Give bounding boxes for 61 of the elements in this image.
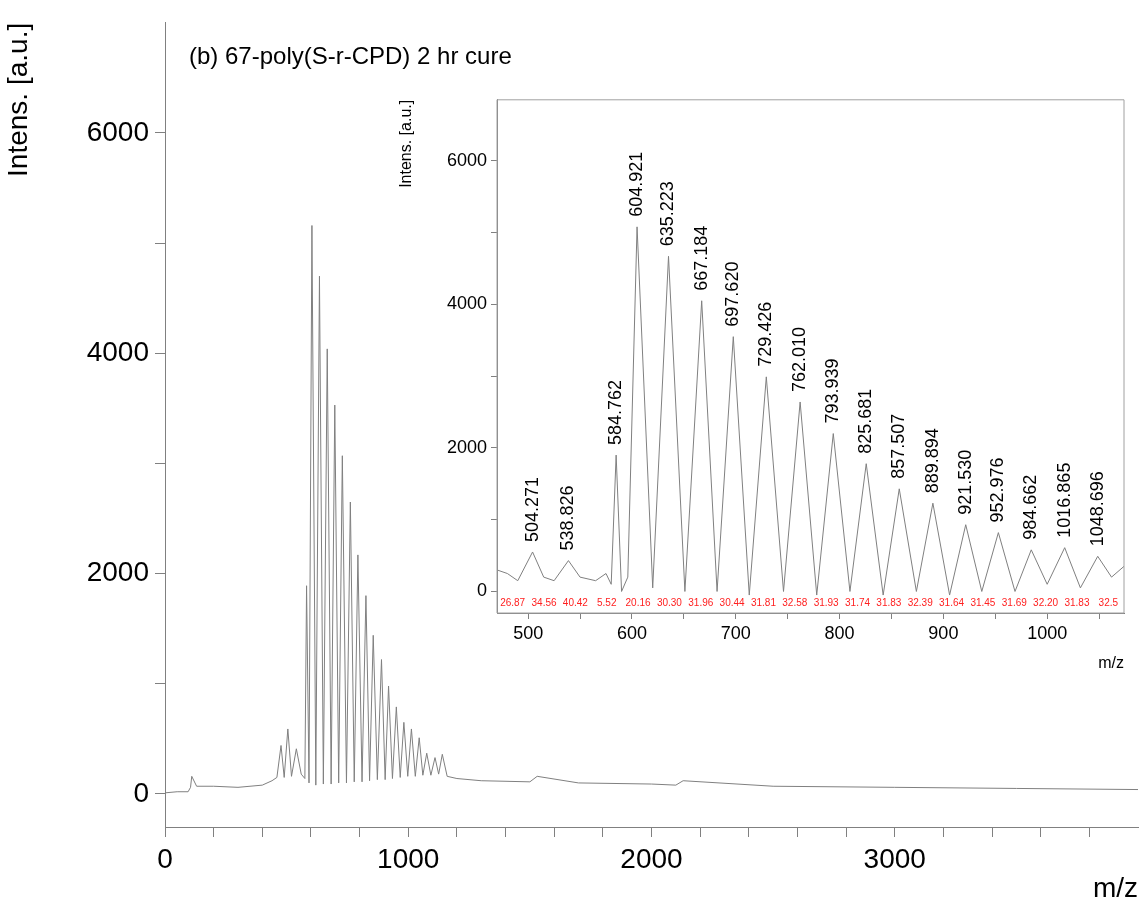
annotation: 31.45 — [970, 596, 996, 608]
annotation: 604.921 — [626, 151, 647, 217]
annotation: 31.83 — [1064, 596, 1090, 608]
annotation: 31.81 — [750, 596, 777, 608]
annotation: 32.39 — [907, 596, 934, 608]
x-tick-label: 600 — [616, 622, 647, 643]
annotation: 32.20 — [1033, 596, 1059, 608]
annotation: 921.530 — [954, 449, 975, 515]
annotation: 984.662 — [1020, 474, 1041, 540]
x-tick-label: 1000 — [377, 842, 440, 874]
y-tick-label: 2000 — [86, 556, 149, 588]
annotation: 635.223 — [657, 181, 678, 247]
y-tick-label: 4000 — [446, 293, 487, 314]
y-tick-label: 6000 — [86, 115, 149, 147]
annotation: 31.93 — [813, 596, 840, 608]
x-tick-label: 800 — [824, 622, 855, 643]
annotation: 5.52 — [596, 596, 617, 608]
y-tick-label: 6000 — [446, 149, 487, 170]
y-tick-label: 4000 — [86, 336, 149, 368]
annotation: 34.56 — [531, 596, 557, 608]
annotation: 889.894 — [921, 428, 942, 494]
annotation: 538.826 — [557, 485, 578, 551]
annotation: 825.681 — [855, 388, 876, 454]
annotation: 32.58 — [782, 596, 808, 608]
annotation: 31.74 — [845, 596, 871, 608]
x-tick-label: 900 — [928, 622, 959, 643]
annotation: 26.87 — [500, 596, 526, 608]
y-tick-label: 2000 — [446, 436, 487, 457]
annotation: 32.5 — [1098, 596, 1119, 608]
x-tick-label: 700 — [720, 622, 751, 643]
annotation: 1016.865 — [1053, 462, 1074, 538]
x-axis-title: m/z — [1098, 653, 1124, 671]
x-tick-label: 3000 — [863, 842, 926, 874]
x-tick-label: 2000 — [620, 842, 683, 874]
annotation: 20.16 — [625, 596, 652, 608]
annotation: 1048.696 — [1086, 471, 1107, 547]
annotation: 584.762 — [605, 380, 626, 446]
annotation: 30.30 — [656, 596, 683, 608]
annotation: 31.96 — [688, 596, 714, 608]
x-tick-label: 0 — [157, 842, 173, 874]
x-tick-label: 1000 — [1027, 622, 1068, 643]
annotation: 504.271 — [521, 476, 542, 542]
x-axis-title: m/z — [1092, 871, 1138, 903]
x-tick-label: 500 — [513, 622, 544, 643]
y-tick-label: 0 — [476, 580, 487, 601]
text: (b) 67-poly(S-r-CPD) 2 hr cure — [189, 41, 512, 69]
annotation: 30.44 — [719, 596, 746, 608]
y-tick-label: 0 — [133, 776, 149, 808]
annotation: 793.939 — [822, 358, 843, 424]
annotation: 40.42 — [562, 596, 589, 608]
annotation: 667.184 — [690, 225, 711, 291]
annotation: 729.426 — [755, 301, 776, 367]
y-axis-title: Intens. [a.u.] — [397, 99, 415, 188]
annotation: 762.010 — [789, 326, 810, 392]
annotation: 31.64 — [939, 596, 965, 608]
annotation: 952.976 — [987, 457, 1008, 523]
annotation: 697.620 — [722, 261, 743, 327]
annotation: 857.507 — [888, 413, 909, 479]
annotation: 31.83 — [876, 596, 902, 608]
annotation: 31.69 — [1001, 596, 1028, 608]
y-axis-title: Intens. [a.u.] — [1, 22, 33, 177]
